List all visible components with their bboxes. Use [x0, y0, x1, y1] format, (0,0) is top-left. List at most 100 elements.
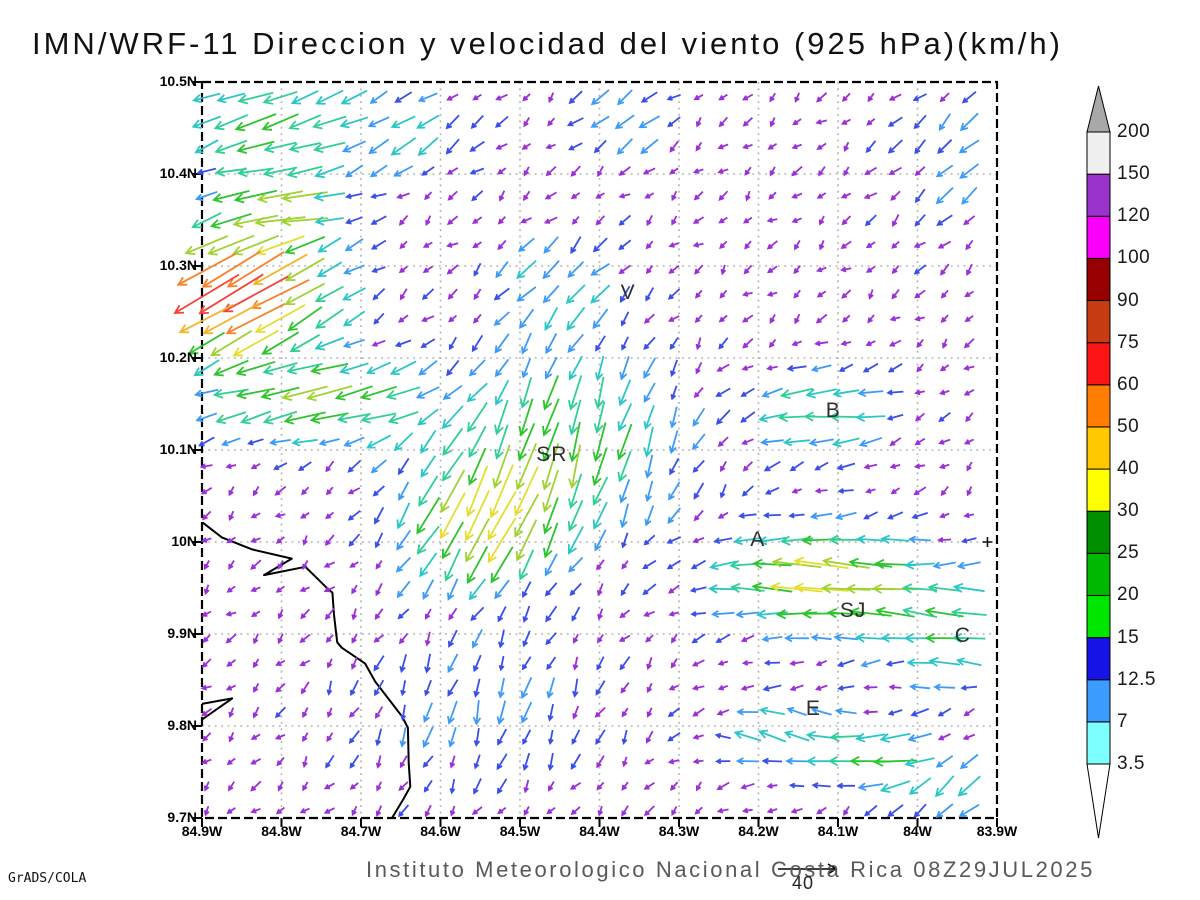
wind-arrow — [315, 89, 344, 105]
wind-arrow — [856, 534, 885, 544]
wind-arrow — [351, 608, 358, 621]
colorbar-tick-label: 20 — [1117, 584, 1140, 606]
wind-arrow — [544, 356, 558, 380]
wind-arrow — [855, 412, 886, 423]
wind-arrow — [302, 560, 309, 570]
city-label-sj: SJ — [839, 599, 867, 622]
wind-arrow — [668, 684, 679, 691]
wind-arrow — [400, 680, 407, 697]
wind-arrow — [791, 143, 802, 150]
wind-arrow — [228, 560, 235, 570]
wind-arrow — [420, 430, 437, 454]
wind-arrow — [840, 240, 852, 249]
wind-arrow — [616, 138, 634, 155]
wind-arrow — [374, 679, 385, 697]
wind-arrow — [786, 364, 807, 372]
wind-arrow — [521, 332, 532, 355]
wind-arrow — [514, 466, 539, 517]
wind-arrow — [545, 605, 558, 623]
wind-arrow — [250, 512, 261, 519]
wind-arrow — [766, 782, 778, 789]
wind-arrow — [222, 275, 289, 313]
wind-arrow — [213, 114, 249, 131]
wind-arrow — [495, 261, 509, 279]
colorbar-box — [1086, 510, 1111, 554]
wind-arrow — [763, 659, 780, 666]
wind-arrow — [643, 404, 655, 431]
wind-arrow — [809, 512, 833, 520]
wind-arrow — [397, 457, 410, 476]
coastline-path — [202, 521, 412, 819]
wind-arrow — [324, 534, 335, 547]
wind-arrow — [442, 427, 464, 457]
wind-arrow — [764, 486, 780, 495]
wind-arrow — [913, 241, 926, 249]
wind-arrow — [740, 634, 755, 643]
wind-arrow — [936, 214, 953, 226]
wind-arrow — [815, 659, 828, 667]
wind-arrow — [590, 115, 610, 128]
wind-arrow — [211, 190, 250, 203]
wind-arrow — [515, 442, 538, 491]
wind-arrow — [695, 337, 702, 351]
y-axis-tick-label: 10.4N — [159, 165, 197, 181]
wind-arrow — [937, 139, 953, 155]
wind-arrow — [938, 438, 951, 445]
wind-arrow — [312, 115, 347, 130]
wind-arrow — [572, 678, 579, 698]
wind-arrow — [375, 728, 383, 747]
wind-arrow — [912, 93, 927, 102]
wind-arrow — [692, 216, 705, 224]
wind-arrow — [370, 215, 387, 225]
wind-arrow — [718, 116, 728, 128]
wind-arrow — [761, 387, 783, 398]
wind-arrow — [910, 708, 930, 717]
wind-arrow — [396, 580, 411, 599]
wind-arrow — [766, 217, 778, 224]
colorbar-box — [1086, 721, 1111, 765]
wind-arrow — [848, 607, 892, 618]
wind-arrow — [760, 438, 784, 446]
wind-arrow — [834, 707, 857, 715]
wind-arrow — [231, 234, 280, 256]
wind-arrow — [370, 239, 387, 250]
wind-arrow — [841, 289, 852, 299]
wind-arrow — [594, 529, 607, 552]
wind-arrow — [421, 166, 435, 176]
wind-arrow — [497, 806, 507, 815]
wind-arrow — [865, 241, 876, 249]
y-axis-tick-label: 9.8N — [167, 717, 197, 733]
wind-arrow — [371, 339, 386, 347]
wind-arrow — [369, 164, 388, 178]
wind-arrow — [544, 553, 558, 577]
wind-arrow — [336, 413, 371, 424]
wind-arrow — [348, 730, 360, 744]
wind-arrow — [597, 583, 604, 597]
wind-arrow — [466, 545, 489, 585]
wind-arrow — [963, 708, 975, 717]
colorbar-tick-label: 60 — [1117, 373, 1140, 395]
wind-arrow — [888, 93, 902, 101]
wind-arrow — [261, 113, 299, 131]
wind-arrow — [235, 360, 276, 377]
wind-arrow — [387, 411, 419, 425]
colorbar-box — [1086, 215, 1111, 259]
wind-arrow — [963, 365, 975, 371]
wind-arrow — [324, 608, 335, 621]
wind-arrow — [643, 805, 655, 817]
wind-arrow — [345, 192, 363, 200]
wind-arrow — [397, 314, 409, 323]
wind-arrow — [741, 314, 754, 323]
wind-arrow — [733, 730, 762, 742]
wind-arrow — [422, 265, 433, 273]
wind-arrow — [837, 487, 854, 494]
wind-arrow — [957, 775, 981, 797]
wind-arrow — [814, 684, 828, 691]
wind-arrow — [567, 333, 584, 354]
wind-arrow — [756, 609, 788, 620]
wind-arrow — [901, 606, 938, 618]
wind-arrow — [493, 311, 510, 327]
wind-arrow — [596, 781, 605, 791]
wind-arrow — [862, 709, 878, 716]
wind-arrow — [937, 240, 952, 249]
